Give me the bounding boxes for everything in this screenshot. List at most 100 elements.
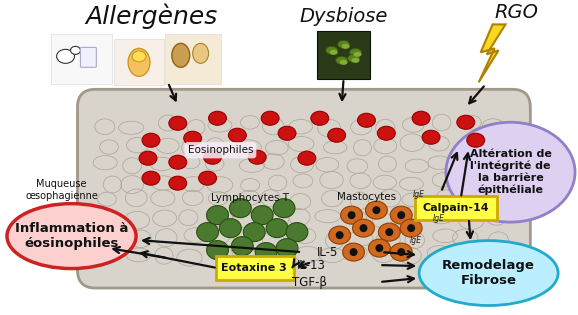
Ellipse shape	[368, 239, 390, 257]
Ellipse shape	[71, 46, 80, 54]
Ellipse shape	[328, 128, 346, 142]
Ellipse shape	[220, 219, 242, 238]
Ellipse shape	[390, 206, 412, 224]
FancyBboxPatch shape	[415, 196, 497, 220]
Ellipse shape	[400, 219, 422, 237]
Circle shape	[375, 244, 383, 252]
Ellipse shape	[251, 206, 273, 225]
Ellipse shape	[329, 226, 351, 244]
Ellipse shape	[336, 56, 347, 64]
FancyBboxPatch shape	[165, 34, 221, 84]
Ellipse shape	[229, 199, 251, 218]
Ellipse shape	[139, 151, 157, 165]
Ellipse shape	[206, 206, 228, 225]
Text: IgE: IgE	[413, 190, 425, 199]
Ellipse shape	[390, 243, 412, 261]
Ellipse shape	[311, 111, 329, 125]
Ellipse shape	[377, 126, 395, 140]
Ellipse shape	[261, 111, 279, 125]
Ellipse shape	[142, 133, 160, 147]
Circle shape	[397, 248, 405, 256]
Circle shape	[347, 211, 355, 219]
Ellipse shape	[419, 241, 558, 306]
Circle shape	[360, 224, 368, 232]
Ellipse shape	[249, 150, 266, 164]
Circle shape	[372, 206, 380, 214]
Text: Calpain-14: Calpain-14	[423, 203, 489, 213]
Ellipse shape	[132, 51, 146, 62]
Ellipse shape	[338, 40, 350, 49]
Ellipse shape	[298, 151, 316, 165]
Text: IL-5: IL-5	[317, 246, 338, 259]
Ellipse shape	[57, 49, 75, 63]
Ellipse shape	[255, 243, 277, 261]
Ellipse shape	[169, 116, 187, 130]
Circle shape	[397, 211, 405, 219]
Ellipse shape	[199, 171, 217, 185]
Ellipse shape	[286, 223, 308, 242]
Text: Mastocytes: Mastocytes	[337, 192, 396, 202]
Text: RGO: RGO	[494, 3, 539, 22]
Ellipse shape	[340, 206, 362, 224]
Ellipse shape	[203, 150, 221, 164]
Text: Eosinophiles: Eosinophiles	[188, 145, 253, 155]
Ellipse shape	[379, 223, 400, 241]
Text: Inflammation à
éosinophiles: Inflammation à éosinophiles	[15, 222, 128, 250]
Ellipse shape	[350, 49, 361, 56]
Ellipse shape	[228, 128, 246, 142]
Ellipse shape	[197, 223, 218, 242]
Ellipse shape	[172, 43, 190, 67]
FancyBboxPatch shape	[114, 39, 164, 85]
Ellipse shape	[184, 131, 202, 145]
Ellipse shape	[340, 60, 347, 65]
Ellipse shape	[273, 199, 295, 218]
Text: Allergènes: Allergènes	[85, 4, 217, 29]
Text: Lymphocytes T: Lymphocytes T	[212, 193, 289, 203]
Ellipse shape	[446, 122, 575, 222]
Ellipse shape	[209, 111, 227, 125]
Circle shape	[386, 228, 393, 236]
FancyBboxPatch shape	[317, 32, 370, 79]
Ellipse shape	[358, 113, 375, 127]
Polygon shape	[479, 24, 506, 82]
Text: Altération de
l'intégrité de
la barrière
épithéliale: Altération de l'intégrité de la barrière…	[469, 149, 551, 195]
Ellipse shape	[266, 219, 288, 238]
FancyBboxPatch shape	[216, 256, 294, 280]
Ellipse shape	[467, 133, 484, 147]
Ellipse shape	[412, 111, 430, 125]
Text: Eotaxine 3: Eotaxine 3	[221, 263, 287, 273]
Ellipse shape	[142, 171, 160, 185]
Ellipse shape	[276, 238, 298, 258]
Ellipse shape	[192, 43, 209, 63]
Ellipse shape	[347, 54, 360, 62]
Circle shape	[336, 231, 344, 239]
Ellipse shape	[7, 204, 136, 269]
Ellipse shape	[231, 237, 253, 255]
Text: IgE: IgE	[433, 214, 445, 223]
Text: IL-13: IL-13	[297, 259, 326, 272]
FancyBboxPatch shape	[77, 89, 531, 288]
Ellipse shape	[329, 50, 338, 55]
Ellipse shape	[169, 176, 187, 190]
Ellipse shape	[128, 49, 150, 76]
FancyBboxPatch shape	[51, 34, 112, 84]
Text: IgE: IgE	[410, 236, 422, 245]
Ellipse shape	[278, 126, 296, 140]
Text: Remodelage
Fibrose: Remodelage Fibrose	[442, 259, 535, 287]
Ellipse shape	[457, 115, 475, 129]
Ellipse shape	[365, 201, 387, 219]
Ellipse shape	[353, 219, 375, 237]
Ellipse shape	[243, 223, 265, 242]
Circle shape	[350, 248, 358, 256]
Ellipse shape	[326, 46, 338, 54]
FancyBboxPatch shape	[80, 47, 97, 67]
Ellipse shape	[354, 52, 361, 57]
Ellipse shape	[343, 243, 365, 261]
Ellipse shape	[169, 155, 187, 169]
Ellipse shape	[422, 130, 440, 144]
Text: Muqueuse
œsophagienne: Muqueuse œsophagienne	[25, 179, 98, 201]
Ellipse shape	[342, 44, 350, 49]
Ellipse shape	[206, 241, 228, 260]
Text: Dysbiose: Dysbiose	[299, 7, 388, 26]
Text: TGF-β: TGF-β	[292, 276, 327, 289]
